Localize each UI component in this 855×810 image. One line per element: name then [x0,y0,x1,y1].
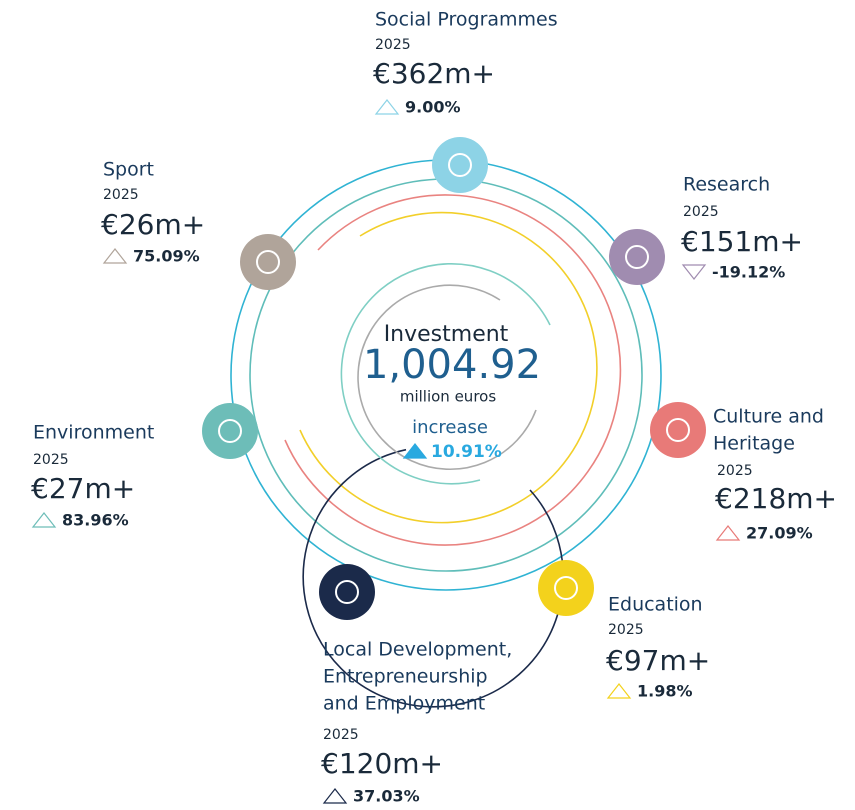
sector-icon [319,564,375,620]
ring-arc [284,194,622,546]
sector-change: 1.98% [637,682,693,701]
sector-year: 2025 [323,727,359,743]
sector-icon [202,403,258,459]
sector-name: Local Development, [323,639,512,661]
change-arrow [606,683,632,699]
ring-arc [340,262,551,485]
sector-change: 75.09% [133,247,200,266]
change-arrow [102,248,128,264]
sector-name: Education [608,594,703,616]
sector-name: Environment [33,422,154,444]
center-change-label: increase [412,417,488,438]
sector-icon [240,234,296,290]
sector-icon [609,229,665,285]
sector-name: Social Programmes [375,9,558,31]
change-arrow [681,264,707,280]
sector-icon [432,137,488,193]
sector-name: Research [683,174,770,196]
sector-year: 2025 [375,37,411,53]
sector-year: 2025 [717,463,753,479]
sector-amount: €362m+ [373,57,495,90]
sector-change: 9.00% [405,98,461,117]
center-total: 1,004.92 [363,342,541,388]
ring-arc [299,211,598,524]
sector-change: 37.03% [353,787,420,806]
sector-amount: €120m+ [321,747,443,780]
center-change: 10.91% [431,442,502,462]
sector-year: 2025 [33,452,69,468]
center-title: Investment [384,322,509,347]
change-arrow [402,443,428,459]
change-arrow [31,512,57,528]
sector-amount: €27m+ [31,472,135,505]
sector-name: Entrepreneurship [323,666,488,688]
sector-amount: €26m+ [101,208,205,241]
sector-name: Sport [103,159,154,181]
sector-icon-glyph [256,250,280,274]
sector-change: 83.96% [62,511,129,530]
sector-icon-glyph [666,418,690,442]
sector-icon-glyph [448,153,472,177]
sector-change: -19.12% [712,263,785,282]
sector-year: 2025 [103,187,139,203]
sector-name: Culture and [713,406,824,428]
ring-arc [357,284,537,471]
sector-icon-glyph [625,245,649,269]
sector-year: 2025 [683,204,719,220]
change-arrow [715,525,741,541]
sector-amount: €97m+ [606,644,710,677]
sector-name: and Employment [323,693,485,715]
sector-icon-glyph [335,580,359,604]
sector-year: 2025 [608,622,644,638]
change-arrow [374,99,400,115]
sector-amount: €151m+ [681,225,803,258]
sector-icon [538,560,594,616]
sector-amount: €218m+ [715,482,837,515]
sector-icon-glyph [554,576,578,600]
center-unit: million euros [400,388,496,406]
sector-icon-glyph [218,419,242,443]
sector-name: Heritage [713,433,795,455]
change-arrow [322,788,348,804]
sector-change: 27.09% [746,524,813,543]
sector-icon [650,402,706,458]
